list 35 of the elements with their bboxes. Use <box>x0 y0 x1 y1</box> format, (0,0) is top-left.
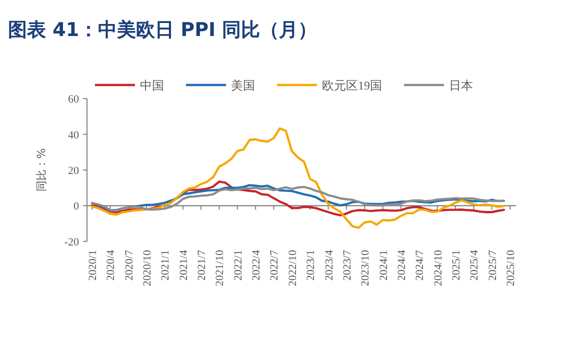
x-tick-label: 2023/1 <box>305 250 318 281</box>
x-tick-label: 2025/10 <box>505 250 517 286</box>
x-tick-label: 2021/10 <box>214 250 226 286</box>
y-axis-title: 同比：% <box>35 148 48 192</box>
y-tick-label: 60 <box>68 94 80 106</box>
x-tick-label: 2020/7 <box>123 250 136 281</box>
x-tick-label: 2025/1 <box>450 250 462 281</box>
x-tick-label: 2024/1 <box>378 250 390 281</box>
x-tick-label: 2024/10 <box>432 250 444 286</box>
x-tick-label: 2025/7 <box>486 250 499 281</box>
x-tick-label: 2023/4 <box>323 250 336 281</box>
x-tick-label: 2025/4 <box>468 250 481 281</box>
legend-label: 日本 <box>449 78 473 92</box>
x-tick-label: 2022/10 <box>286 250 299 286</box>
legend-label: 欧元区19国 <box>322 78 382 92</box>
x-tick-label: 2020/4 <box>105 250 118 281</box>
x-tick-label: 2020/1 <box>87 250 99 281</box>
x-tick-label: 2022/4 <box>250 250 263 281</box>
x-tick-label: 2024/4 <box>396 250 408 281</box>
x-tick-label: 2023/10 <box>360 250 372 286</box>
x-tick-label: 2022/7 <box>268 250 281 281</box>
x-tick-label: 2021/7 <box>196 250 208 281</box>
x-tick-label: 2023/7 <box>341 250 354 281</box>
y-tick-label: 20 <box>68 165 80 177</box>
x-tick-label: 2021/4 <box>178 250 190 281</box>
x-tick-label: 2021/1 <box>160 250 172 281</box>
y-tick-label: 40 <box>68 129 80 142</box>
x-tick-label: 2020/10 <box>142 250 154 286</box>
x-tick-label: 2024/7 <box>414 250 426 281</box>
x-tick-label: 2022/1 <box>232 250 244 281</box>
y-tick-label: -20 <box>64 236 80 248</box>
y-tick-label: 0 <box>74 200 80 213</box>
legend-label: 中国 <box>140 78 164 92</box>
legend-label: 美国 <box>231 78 255 92</box>
chart-title: 图表 41：中美欧日 PPI 同比（月） <box>8 19 318 41</box>
